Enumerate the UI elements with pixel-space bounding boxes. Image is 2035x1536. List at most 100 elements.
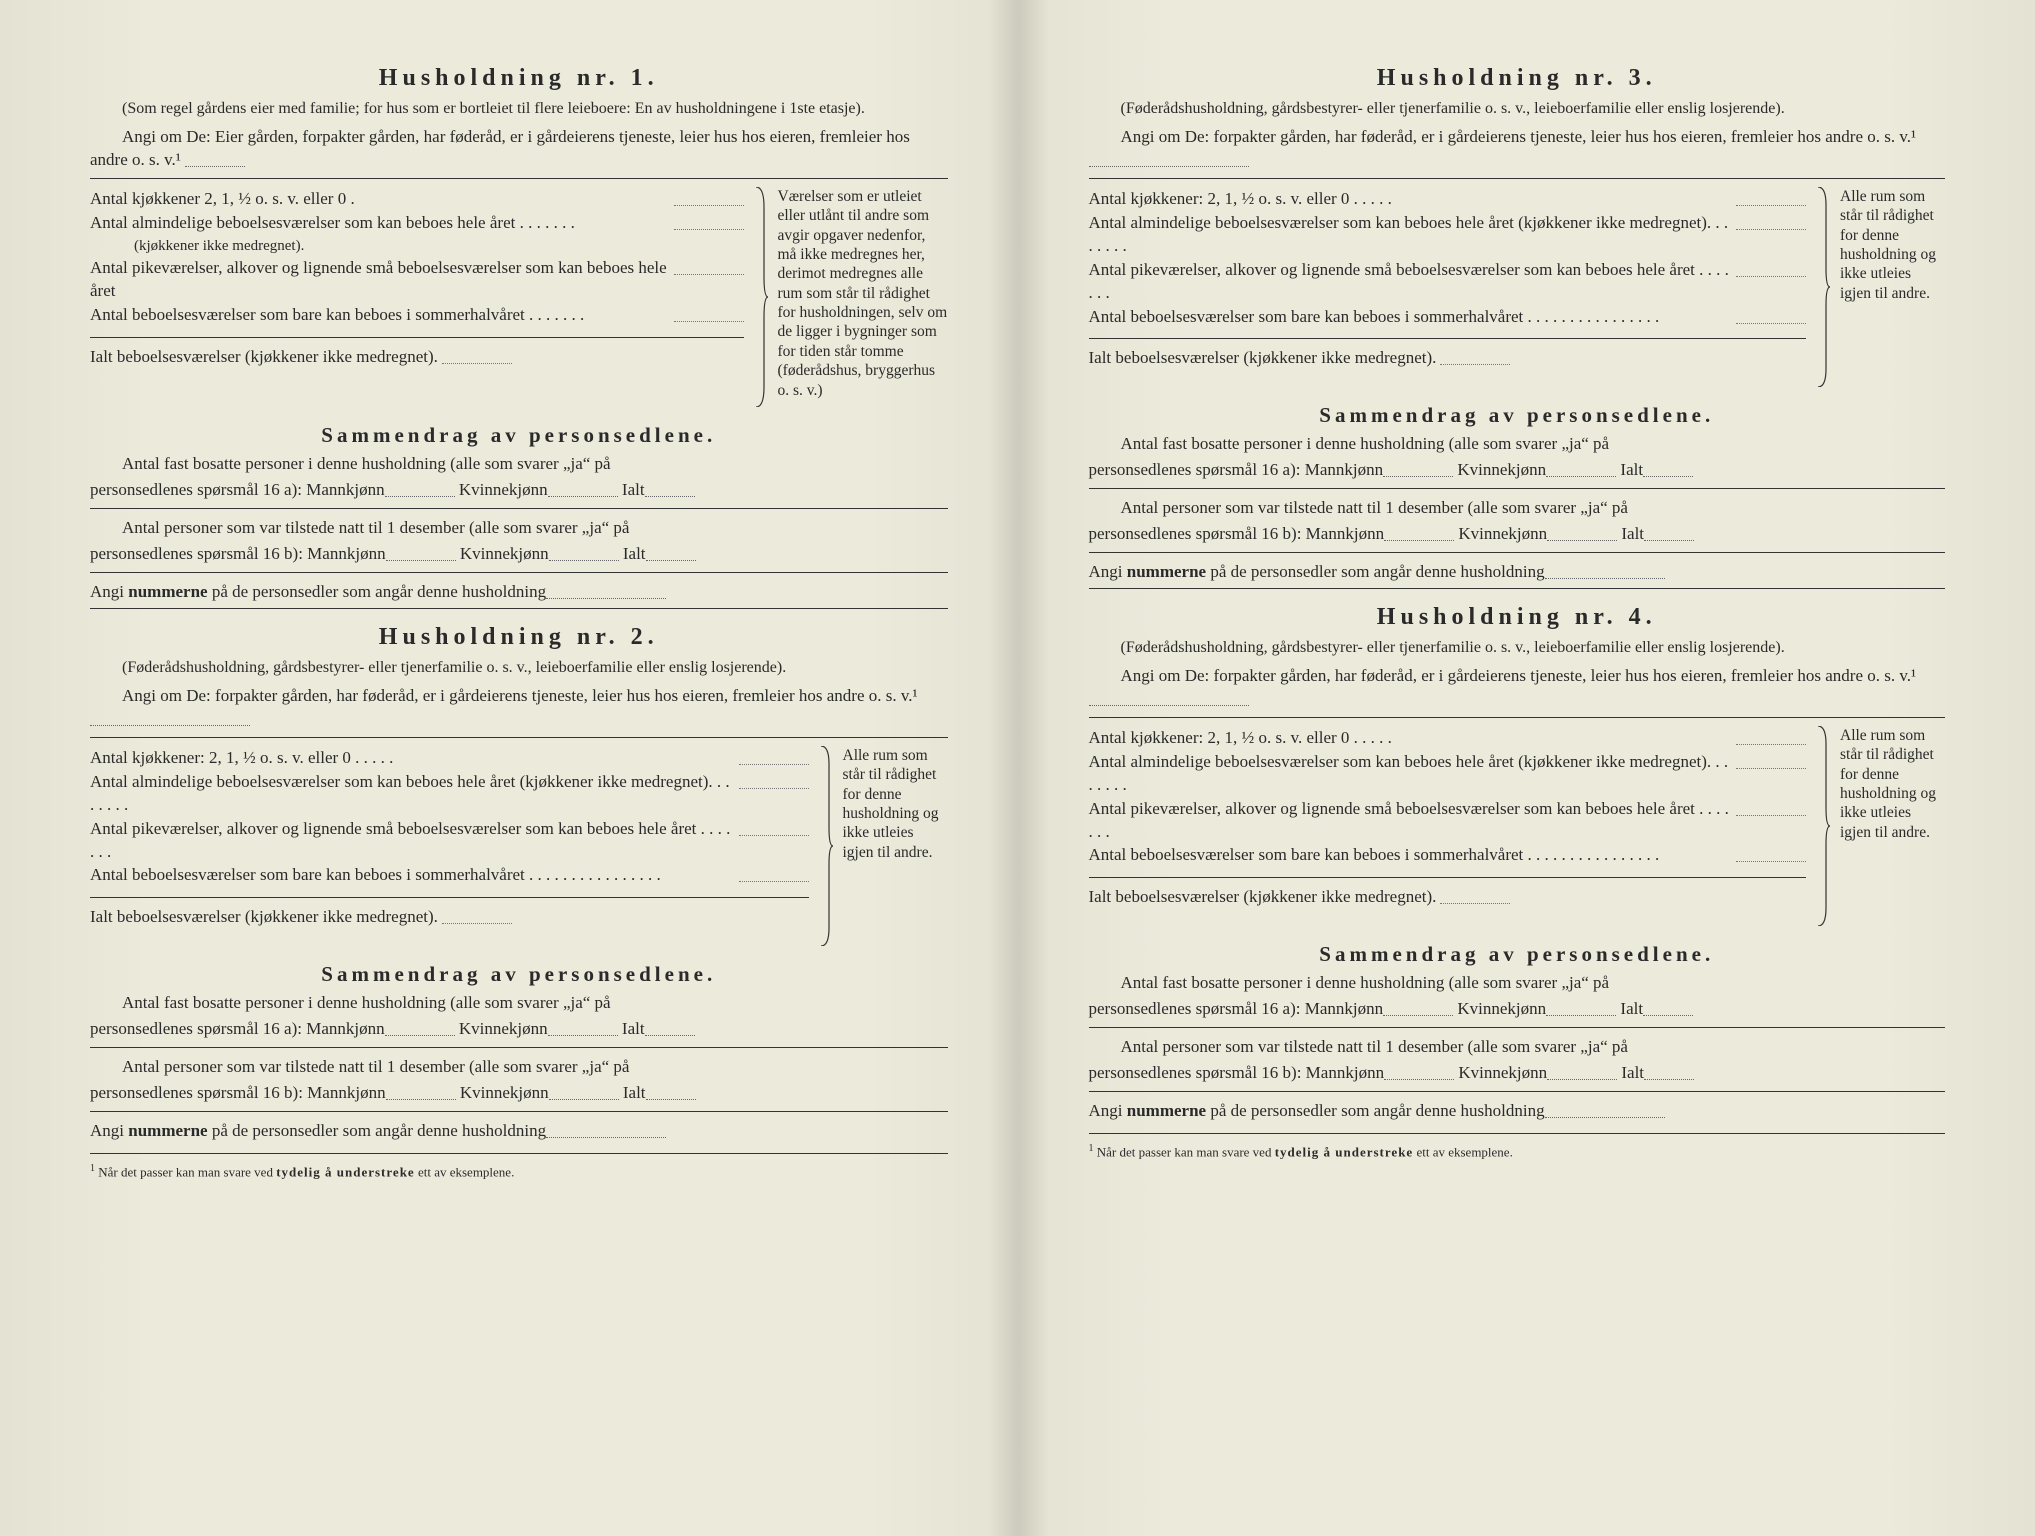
sam-p1a: Antal fast bosatte personer i denne hush… <box>1089 972 1946 995</box>
blank <box>674 257 744 275</box>
t: personsedlenes spørsmål 16 a): Mannkjønn <box>1089 999 1384 1018</box>
divider <box>1089 1133 1946 1134</box>
sam-p2b: personsedlenes spørsmål 16 b): Mannkjønn… <box>1089 1062 1946 1085</box>
divider <box>90 897 809 898</box>
sammendrag-title-3: Sammendrag av personsedlene. <box>1089 401 1946 429</box>
t: tydelig å understreke <box>1275 1144 1413 1159</box>
blank <box>1547 1062 1617 1080</box>
blank <box>1440 347 1510 365</box>
angi-pre: Angi om De: <box>122 127 215 146</box>
section-title-3: Husholdning nr. 3. <box>1089 62 1946 94</box>
divider <box>90 737 948 738</box>
sidenote-1: Værelser som er utleiet eller utlånt til… <box>778 187 948 407</box>
t: Ialt <box>1621 1063 1644 1082</box>
blank <box>674 212 744 230</box>
divider <box>90 337 744 338</box>
t: 1 <box>1089 1143 1094 1154</box>
blank <box>548 1018 618 1036</box>
sammendrag-title-4: Sammendrag av personsedlene. <box>1089 940 1946 968</box>
t: Ialt <box>1621 524 1644 543</box>
room-l3: Antal pikeværelser, alkover og lignende … <box>90 818 735 864</box>
blank <box>442 346 512 364</box>
blank <box>1089 149 1249 167</box>
divider <box>90 1047 948 1048</box>
person-block-3: Antal fast bosatte personer i denne hush… <box>1089 433 1946 589</box>
room-lines-1: Antal kjøkkener 2, 1, ½ o. s. v. eller 0… <box>90 187 744 407</box>
room-l3: Antal pikeværelser, alkover og lignende … <box>1089 259 1733 305</box>
room-l4: Antal beboelsesværelser som bare kan beb… <box>1089 306 1733 329</box>
sidenote-2: Alle rum som står til rådighet for denne… <box>843 746 948 946</box>
blank <box>739 771 809 789</box>
t: Når det passer kan man svare ved <box>1097 1144 1275 1159</box>
t: personsedlenes spørsmål 16 b): Mannkjønn <box>1089 1063 1385 1082</box>
person-block-1: Antal fast bosatte personer i denne hush… <box>90 453 948 609</box>
sam-p2a: Antal personer som var tilstede natt til… <box>1089 1036 1946 1059</box>
blank <box>1736 751 1806 769</box>
t: på de personsedler som angår denne husho… <box>208 582 547 601</box>
t: Angi <box>1089 1101 1127 1120</box>
t: Kvinnekjønn <box>1457 460 1546 479</box>
sam-p1b: personsedlenes spørsmål 16 a): Mannkjønn… <box>1089 459 1946 482</box>
section-sub-3: (Føderådshusholdning, gårdsbestyrer- ell… <box>1089 98 1946 120</box>
blank <box>1644 523 1694 541</box>
section-title-4: Husholdning nr. 4. <box>1089 601 1946 633</box>
t: Kvinnekjønn <box>459 1019 548 1038</box>
section-title-1: Husholdning nr. 1. <box>90 62 948 94</box>
angi-line-2: Angi om De: forpakter gården, har føderå… <box>90 685 948 731</box>
room-l1: Antal kjøkkener: 2, 1, ½ o. s. v. eller … <box>1089 727 1733 750</box>
room-l1: Antal kjøkkener: 2, 1, ½ o. s. v. eller … <box>1089 188 1733 211</box>
t: ett av eksemplene. <box>1416 1144 1512 1159</box>
brace-icon <box>819 746 833 946</box>
t: 1 <box>90 1163 95 1174</box>
blank <box>1643 998 1693 1016</box>
blank <box>1089 688 1249 706</box>
t: Ialt <box>623 1083 646 1102</box>
person-block-4: Antal fast bosatte personer i denne hush… <box>1089 972 1946 1134</box>
t: forpakter gården, har føderåd, er i gård… <box>215 686 918 705</box>
divider <box>1089 178 1946 179</box>
t: Angi <box>1089 562 1127 581</box>
blank <box>546 581 666 599</box>
room-lines-2: Antal kjøkkener: 2, 1, ½ o. s. v. eller … <box>90 746 809 946</box>
divider <box>1089 338 1807 339</box>
t: nummerne <box>128 582 207 601</box>
label: personsedlenes spørsmål 16 b): Mannkjønn <box>90 544 386 563</box>
t: på de personsedler som angår denne husho… <box>1206 562 1545 581</box>
label: Kvinnekjønn <box>460 544 549 563</box>
footnote-left: 1 Når det passer kan man svare ved tydel… <box>90 1162 948 1181</box>
sam-p1b: personsedlenes spørsmål 16 a): Mannkjønn… <box>90 479 948 502</box>
blank <box>385 479 455 497</box>
sidenote-3: Alle rum som står til rådighet for denne… <box>1840 187 1945 387</box>
blank <box>185 149 245 167</box>
t: personsedlenes spørsmål 16 a): Mannkjønn <box>90 1019 385 1038</box>
t: personsedlenes spørsmål 16 b): Mannkjønn <box>1089 524 1385 543</box>
room-block-1: Antal kjøkkener 2, 1, ½ o. s. v. eller 0… <box>90 187 948 407</box>
sidenote-4: Alle rum som står til rådighet for denne… <box>1840 726 1945 926</box>
t: Kvinnekjønn <box>1458 1063 1547 1082</box>
gutter-shadow <box>988 0 1018 1536</box>
divider <box>1089 552 1946 553</box>
blank <box>385 1018 455 1036</box>
blank <box>1736 212 1806 230</box>
divider <box>1089 1027 1946 1028</box>
divider <box>90 1111 948 1112</box>
room-l2: Antal almindelige beboelsesværelser som … <box>90 212 670 235</box>
angi-line-3: Angi om De: forpakter gården, har føderå… <box>1089 126 1946 172</box>
sammendrag-title-1: Sammendrag av personsedlene. <box>90 421 948 449</box>
divider <box>90 572 948 573</box>
angi-nummerne-4: Angi nummerne på de personsedler som ang… <box>1089 1100 1946 1127</box>
section-sub-2: (Føderådshusholdning, gårdsbestyrer- ell… <box>90 657 948 679</box>
sam-p2b: personsedlenes spørsmål 16 b): Mannkjønn… <box>90 1082 948 1105</box>
blank <box>646 543 696 561</box>
blank <box>1644 1062 1694 1080</box>
sam-p1a: Antal fast bosatte personer i denne hush… <box>90 453 948 476</box>
blank <box>386 1082 456 1100</box>
room-l3: Antal pikeværelser, alkover og lignende … <box>90 257 670 303</box>
sam-p1b: personsedlenes spørsmål 16 a): Mannkjønn… <box>90 1018 948 1041</box>
divider <box>1089 717 1946 718</box>
t: nummerne <box>1127 1101 1206 1120</box>
blank <box>1545 1100 1665 1118</box>
blank <box>1440 886 1510 904</box>
label: Ialt <box>623 544 646 563</box>
blank <box>90 708 250 726</box>
